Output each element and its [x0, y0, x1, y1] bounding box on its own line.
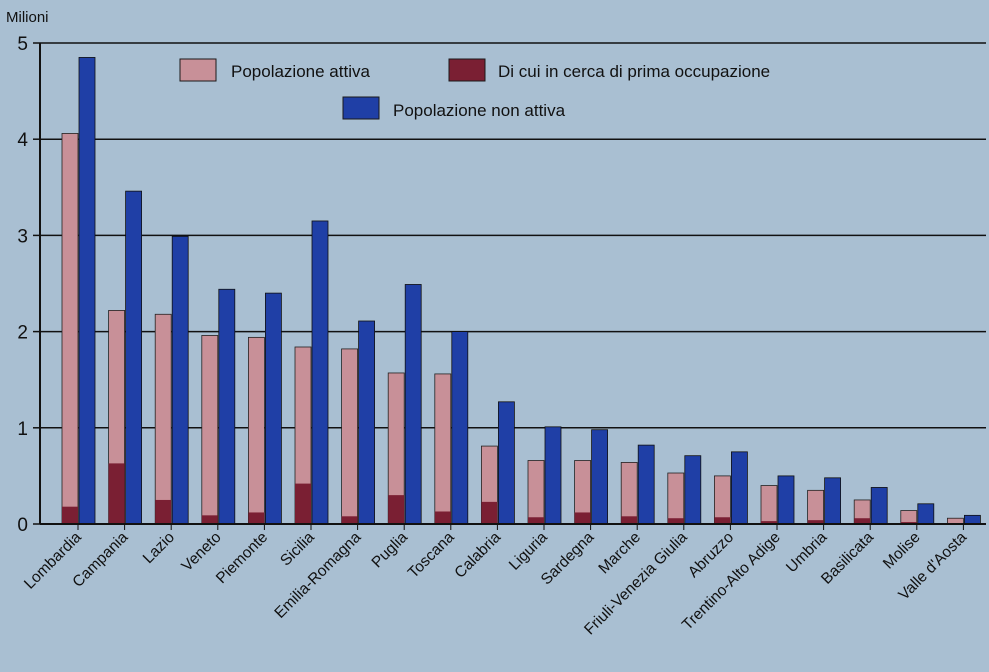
bar-popolazione-attiva [201, 335, 219, 525]
legend-label-popolazione-non-attiva: Popolazione non attiva [393, 101, 566, 120]
bar-popolazione-non-attiva [591, 429, 608, 525]
bar-prima-occupazione [528, 517, 544, 524]
bar-popolazione-non-attiva [218, 288, 236, 525]
bar-prima-occupazione [714, 517, 731, 524]
y-tick-labels: 0 1 2 3 4 5 [17, 34, 40, 536]
legend-swatch-prima-occupazione [448, 58, 486, 82]
x-category-label: Toscana [405, 529, 458, 582]
y-tick-label: 0 [17, 515, 28, 536]
bar-popolazione-attiva [434, 373, 452, 525]
bar-popolazione-non-attiva [358, 320, 376, 525]
bar-popolazione-non-attiva [777, 475, 795, 525]
bar-prima-occupazione [854, 518, 871, 524]
bar-prima-occupazione [155, 499, 172, 524]
y-tick-label: 1 [17, 419, 28, 440]
x-category-label: Lazio [140, 529, 178, 567]
bar-popolazione-non-attiva [311, 220, 329, 525]
bar-prima-occupazione [481, 501, 498, 524]
bar-popolazione-non-attiva [264, 292, 282, 525]
bar-popolazione-non-attiva [78, 57, 96, 525]
bar-popolazione-attiva [527, 460, 545, 525]
bar-prima-occupazione [108, 463, 125, 524]
bar-popolazione-non-attiva [870, 487, 888, 525]
legend: Popolazione attiva Di cui in cerca di pr… [179, 58, 770, 120]
bar-prima-occupazione [761, 521, 777, 524]
gridlines [40, 42, 986, 429]
bar-popolazione-non-attiva [171, 235, 189, 525]
x-category-label: Liguria [506, 529, 551, 574]
legend-swatch-popolazione-non-attiva [342, 96, 380, 120]
bar-popolazione-attiva [61, 133, 79, 525]
bar-popolazione-non-attiva [404, 284, 422, 525]
bar-prima-occupazione [667, 518, 684, 524]
bar-popolazione-attiva [620, 462, 638, 525]
bar-popolazione-non-attiva [964, 514, 981, 525]
bar-prima-occupazione [201, 515, 218, 524]
bar-popolazione-attiva [154, 313, 172, 525]
x-category-label: Veneto [178, 529, 224, 575]
bar-popolazione-attiva [807, 489, 824, 525]
bar-popolazione-attiva [714, 475, 731, 525]
x-category-label: Puglia [369, 529, 412, 572]
x-category-label: Calabria [451, 529, 504, 582]
bar-prima-occupazione [388, 495, 405, 524]
bar-prima-occupazione [434, 511, 451, 524]
bar-prima-occupazione [341, 516, 358, 524]
bar-popolazione-attiva [247, 336, 265, 525]
x-category-label: Sicilia [277, 529, 318, 570]
bar-popolazione-non-attiva [497, 401, 515, 525]
bar-prima-occupazione [574, 512, 591, 524]
x-category-label: Emilia-Romagna [271, 529, 364, 622]
legend-label-prima-occupazione: Di cui in cerca di prima occupazione [498, 62, 770, 81]
bar-popolazione-non-attiva [917, 503, 935, 525]
bar-prima-occupazione [295, 483, 311, 524]
y-tick-label: 4 [17, 130, 28, 151]
legend-label-popolazione-attiva: Popolazione attiva [231, 62, 370, 81]
y-tick-label: 2 [17, 323, 28, 344]
bar-prima-occupazione [62, 506, 78, 524]
bar-popolazione-attiva [900, 510, 918, 525]
bar-popolazione-attiva [667, 472, 685, 525]
bar-popolazione-attiva [760, 485, 778, 525]
bar-popolazione-attiva [341, 348, 359, 525]
y-tick-label: 3 [17, 226, 28, 247]
legend-swatch-popolazione-attiva [179, 58, 217, 82]
bars [61, 57, 981, 525]
y-axis-unit-label: Milioni [6, 9, 49, 26]
bar-popolazione-non-attiva [125, 190, 142, 525]
bar-popolazione-non-attiva [684, 455, 702, 525]
bar-popolazione-non-attiva [731, 451, 748, 525]
bar-popolazione-non-attiva [451, 331, 469, 525]
bar-prima-occupazione [248, 512, 265, 524]
bar-prima-occupazione [621, 516, 638, 524]
x-category-label: Molise [880, 529, 924, 573]
bar-popolazione-non-attiva [544, 426, 562, 525]
y-tick-label: 5 [17, 34, 28, 55]
bar-prima-occupazione [807, 520, 824, 524]
bar-popolazione-non-attiva [637, 444, 655, 525]
x-category-label: Piemonte [213, 529, 271, 587]
bar-popolazione-non-attiva [824, 477, 841, 525]
